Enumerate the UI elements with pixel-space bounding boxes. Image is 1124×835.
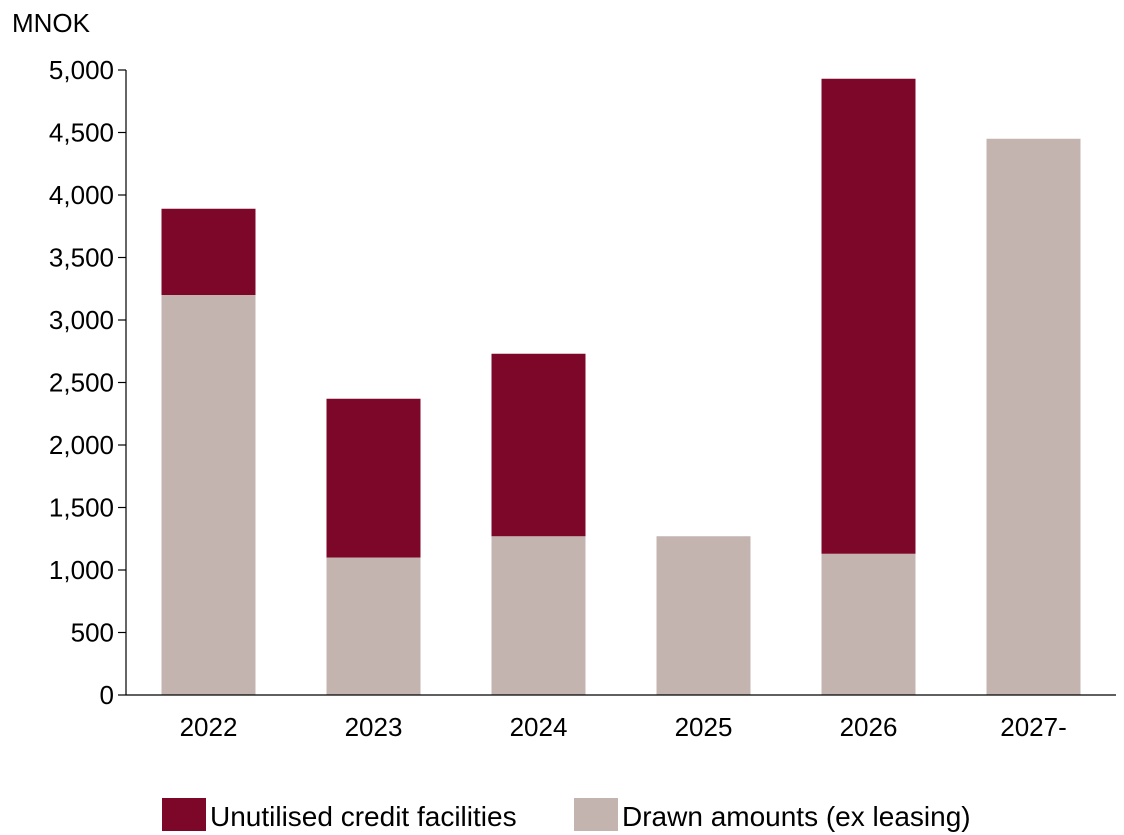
bar-segment [821, 553, 916, 695]
y-tick-label: 4,000 [49, 180, 114, 210]
y-tick-label: 4,500 [49, 118, 114, 148]
x-axis-labels: 2022 2023 2024 2025 2026 2027- [180, 712, 1067, 742]
x-tick-label: 2023 [345, 712, 403, 742]
legend-swatch [574, 798, 618, 831]
y-axis-unit-label: MNOK [12, 8, 91, 38]
bar-segment [656, 536, 751, 695]
y-tick-label: 2,500 [49, 368, 114, 398]
bar-segment [326, 557, 421, 695]
bar-segment [491, 353, 586, 537]
x-tick-label: 2026 [840, 712, 898, 742]
legend-label: Unutilised credit facilities [210, 801, 517, 832]
axes [125, 70, 1116, 696]
y-tick-label: 5,000 [49, 55, 114, 85]
legend-swatch [162, 798, 206, 831]
bar-segment [821, 78, 916, 554]
bar-segment [326, 398, 421, 558]
bar-segment [161, 295, 256, 695]
y-tick-label: 1,000 [49, 555, 114, 585]
x-tick-label: 2027- [1000, 712, 1067, 742]
bar-segment [986, 138, 1081, 695]
y-tick-label: 2,000 [49, 430, 114, 460]
x-tick-label: 2024 [510, 712, 568, 742]
x-tick-label: 2025 [675, 712, 733, 742]
bars [161, 78, 1081, 695]
y-tick-label: 0 [100, 680, 114, 710]
y-tick-label: 3,500 [49, 243, 114, 273]
bar-segment [491, 536, 586, 695]
y-tick-label: 500 [71, 618, 114, 648]
y-tick-label: 3,000 [49, 305, 114, 335]
y-axis-ticks: 0 500 1,000 1,500 2,000 2,500 3,000 3,500 4,000 4… [49, 55, 126, 710]
bar-segment [161, 208, 256, 295]
legend-label: Drawn amounts (ex leasing) [622, 801, 971, 832]
x-tick-label: 2022 [180, 712, 238, 742]
legend: Unutilised credit facilities Drawn amount… [162, 798, 971, 832]
y-tick-label: 1,500 [49, 493, 114, 523]
